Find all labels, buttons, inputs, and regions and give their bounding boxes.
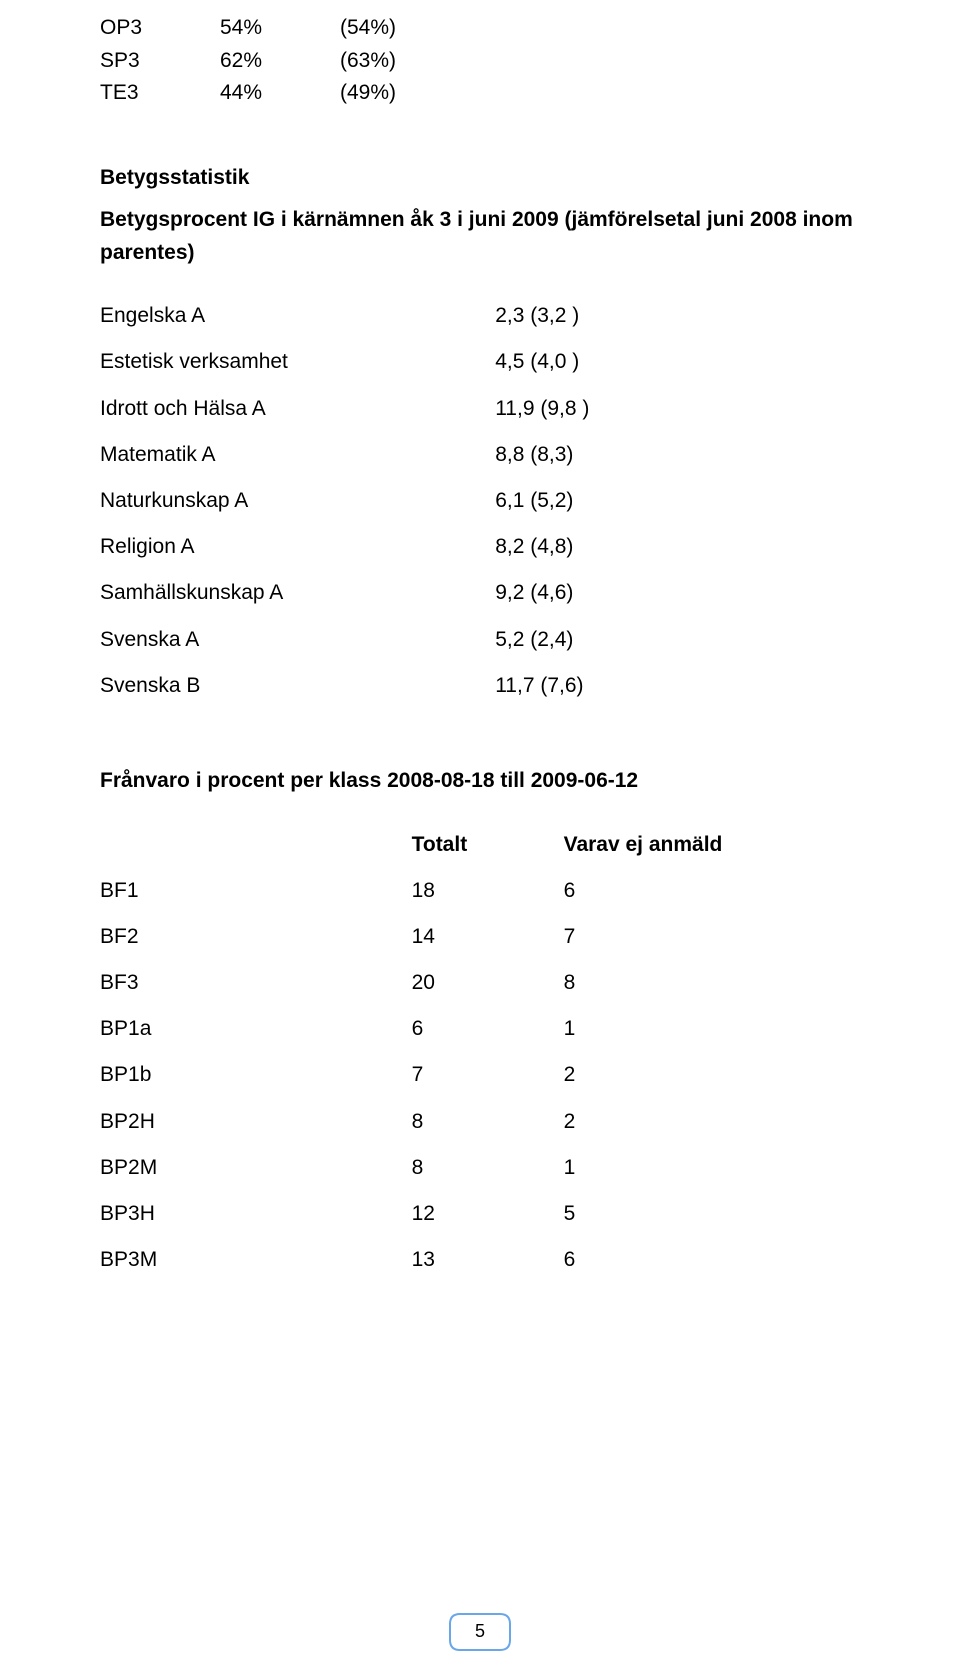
table-row: BP1a 6 1 bbox=[100, 1006, 860, 1052]
table-row: TE3 44% (49%) bbox=[100, 77, 480, 110]
class-label: BP2H bbox=[100, 1099, 412, 1145]
class-varav: 8 bbox=[564, 960, 860, 1006]
table-row: Estetisk verksamhet 4,5 (4,0 ) bbox=[100, 339, 860, 385]
class-totalt: 7 bbox=[412, 1052, 564, 1098]
class-label: BP1b bbox=[100, 1052, 412, 1098]
class-varav: 2 bbox=[564, 1052, 860, 1098]
table-row: BF3 20 8 bbox=[100, 960, 860, 1006]
subject-value: 4,5 (4,0 ) bbox=[495, 339, 860, 385]
table-row: BP2M 8 1 bbox=[100, 1145, 860, 1191]
section-heading-franvaro: Frånvaro i procent per klass 2008-08-18 … bbox=[100, 765, 860, 798]
subject-value: 11,7 (7,6) bbox=[495, 663, 860, 709]
page: OP3 54% (54%) SP3 62% (63%) TE3 44% (49%… bbox=[0, 0, 960, 1672]
row-value-current: 62% bbox=[220, 45, 340, 78]
subject-label: Naturkunskap A bbox=[100, 478, 495, 524]
page-number-frame: 5 bbox=[442, 1610, 518, 1654]
class-label: BP1a bbox=[100, 1006, 412, 1052]
class-varav: 2 bbox=[564, 1099, 860, 1145]
class-label: BP3H bbox=[100, 1191, 412, 1237]
table-row: BP1b 7 2 bbox=[100, 1052, 860, 1098]
class-totalt: 13 bbox=[412, 1237, 564, 1283]
betygsstatistik-table: Engelska A 2,3 (3,2 ) Estetisk verksamhe… bbox=[100, 293, 860, 709]
table-row: Samhällskunskap A 9,2 (4,6) bbox=[100, 570, 860, 616]
subject-value: 9,2 (4,6) bbox=[495, 570, 860, 616]
subject-label: Religion A bbox=[100, 524, 495, 570]
subject-value: 8,2 (4,8) bbox=[495, 524, 860, 570]
subject-label: Idrott och Hälsa A bbox=[100, 386, 495, 432]
row-label: OP3 bbox=[100, 12, 220, 45]
class-totalt: 6 bbox=[412, 1006, 564, 1052]
class-varav: 6 bbox=[564, 1237, 860, 1283]
row-value-paren: (49%) bbox=[340, 77, 480, 110]
page-number: 5 bbox=[442, 1610, 518, 1654]
header-totalt: Totalt bbox=[412, 822, 564, 868]
row-value-paren: (63%) bbox=[340, 45, 480, 78]
table-row: Matematik A 8,8 (8,3) bbox=[100, 432, 860, 478]
class-totalt: 12 bbox=[412, 1191, 564, 1237]
section-subheading: Betygsprocent IG i kärnämnen åk 3 i juni… bbox=[100, 204, 860, 269]
table-row: Engelska A 2,3 (3,2 ) bbox=[100, 293, 860, 339]
subject-label: Estetisk verksamhet bbox=[100, 339, 495, 385]
table-row: Religion A 8,2 (4,8) bbox=[100, 524, 860, 570]
row-value-current: 44% bbox=[220, 77, 340, 110]
class-varav: 5 bbox=[564, 1191, 860, 1237]
table-row: OP3 54% (54%) bbox=[100, 12, 480, 45]
class-varav: 6 bbox=[564, 868, 860, 914]
class-label: BF1 bbox=[100, 868, 412, 914]
table-row: SP3 62% (63%) bbox=[100, 45, 480, 78]
subject-value: 6,1 (5,2) bbox=[495, 478, 860, 524]
class-label: BP2M bbox=[100, 1145, 412, 1191]
table-row: BP3H 12 5 bbox=[100, 1191, 860, 1237]
row-value-current: 54% bbox=[220, 12, 340, 45]
subject-value: 8,8 (8,3) bbox=[495, 432, 860, 478]
subject-label: Svenska B bbox=[100, 663, 495, 709]
class-totalt: 18 bbox=[412, 868, 564, 914]
franvaro-table: Totalt Varav ej anmäld BF1 18 6 BF2 14 7… bbox=[100, 822, 860, 1284]
header-varav: Varav ej anmäld bbox=[564, 822, 860, 868]
class-varav: 7 bbox=[564, 914, 860, 960]
table-row: Idrott och Hälsa A 11,9 (9,8 ) bbox=[100, 386, 860, 432]
class-varav: 1 bbox=[564, 1145, 860, 1191]
table-row: BF1 18 6 bbox=[100, 868, 860, 914]
class-totalt: 8 bbox=[412, 1145, 564, 1191]
row-label: TE3 bbox=[100, 77, 220, 110]
class-label: BF3 bbox=[100, 960, 412, 1006]
subject-label: Matematik A bbox=[100, 432, 495, 478]
subject-label: Engelska A bbox=[100, 293, 495, 339]
class-totalt: 20 bbox=[412, 960, 564, 1006]
subject-label: Svenska A bbox=[100, 617, 495, 663]
row-label: SP3 bbox=[100, 45, 220, 78]
table-row: BF2 14 7 bbox=[100, 914, 860, 960]
table-row: Svenska B 11,7 (7,6) bbox=[100, 663, 860, 709]
subject-value: 2,3 (3,2 ) bbox=[495, 293, 860, 339]
row-value-paren: (54%) bbox=[340, 12, 480, 45]
table-row: BP2H 8 2 bbox=[100, 1099, 860, 1145]
section-heading-betygsstatistik: Betygsstatistik bbox=[100, 162, 860, 195]
top-comparison-table: OP3 54% (54%) SP3 62% (63%) TE3 44% (49%… bbox=[100, 12, 480, 110]
class-totalt: 14 bbox=[412, 914, 564, 960]
class-varav: 1 bbox=[564, 1006, 860, 1052]
class-totalt: 8 bbox=[412, 1099, 564, 1145]
table-header-row: Totalt Varav ej anmäld bbox=[100, 822, 860, 868]
table-row: BP3M 13 6 bbox=[100, 1237, 860, 1283]
table-row: Svenska A 5,2 (2,4) bbox=[100, 617, 860, 663]
header-empty bbox=[100, 822, 412, 868]
class-label: BF2 bbox=[100, 914, 412, 960]
subject-label: Samhällskunskap A bbox=[100, 570, 495, 616]
class-label: BP3M bbox=[100, 1237, 412, 1283]
subject-value: 11,9 (9,8 ) bbox=[495, 386, 860, 432]
subject-value: 5,2 (2,4) bbox=[495, 617, 860, 663]
table-row: Naturkunskap A 6,1 (5,2) bbox=[100, 478, 860, 524]
